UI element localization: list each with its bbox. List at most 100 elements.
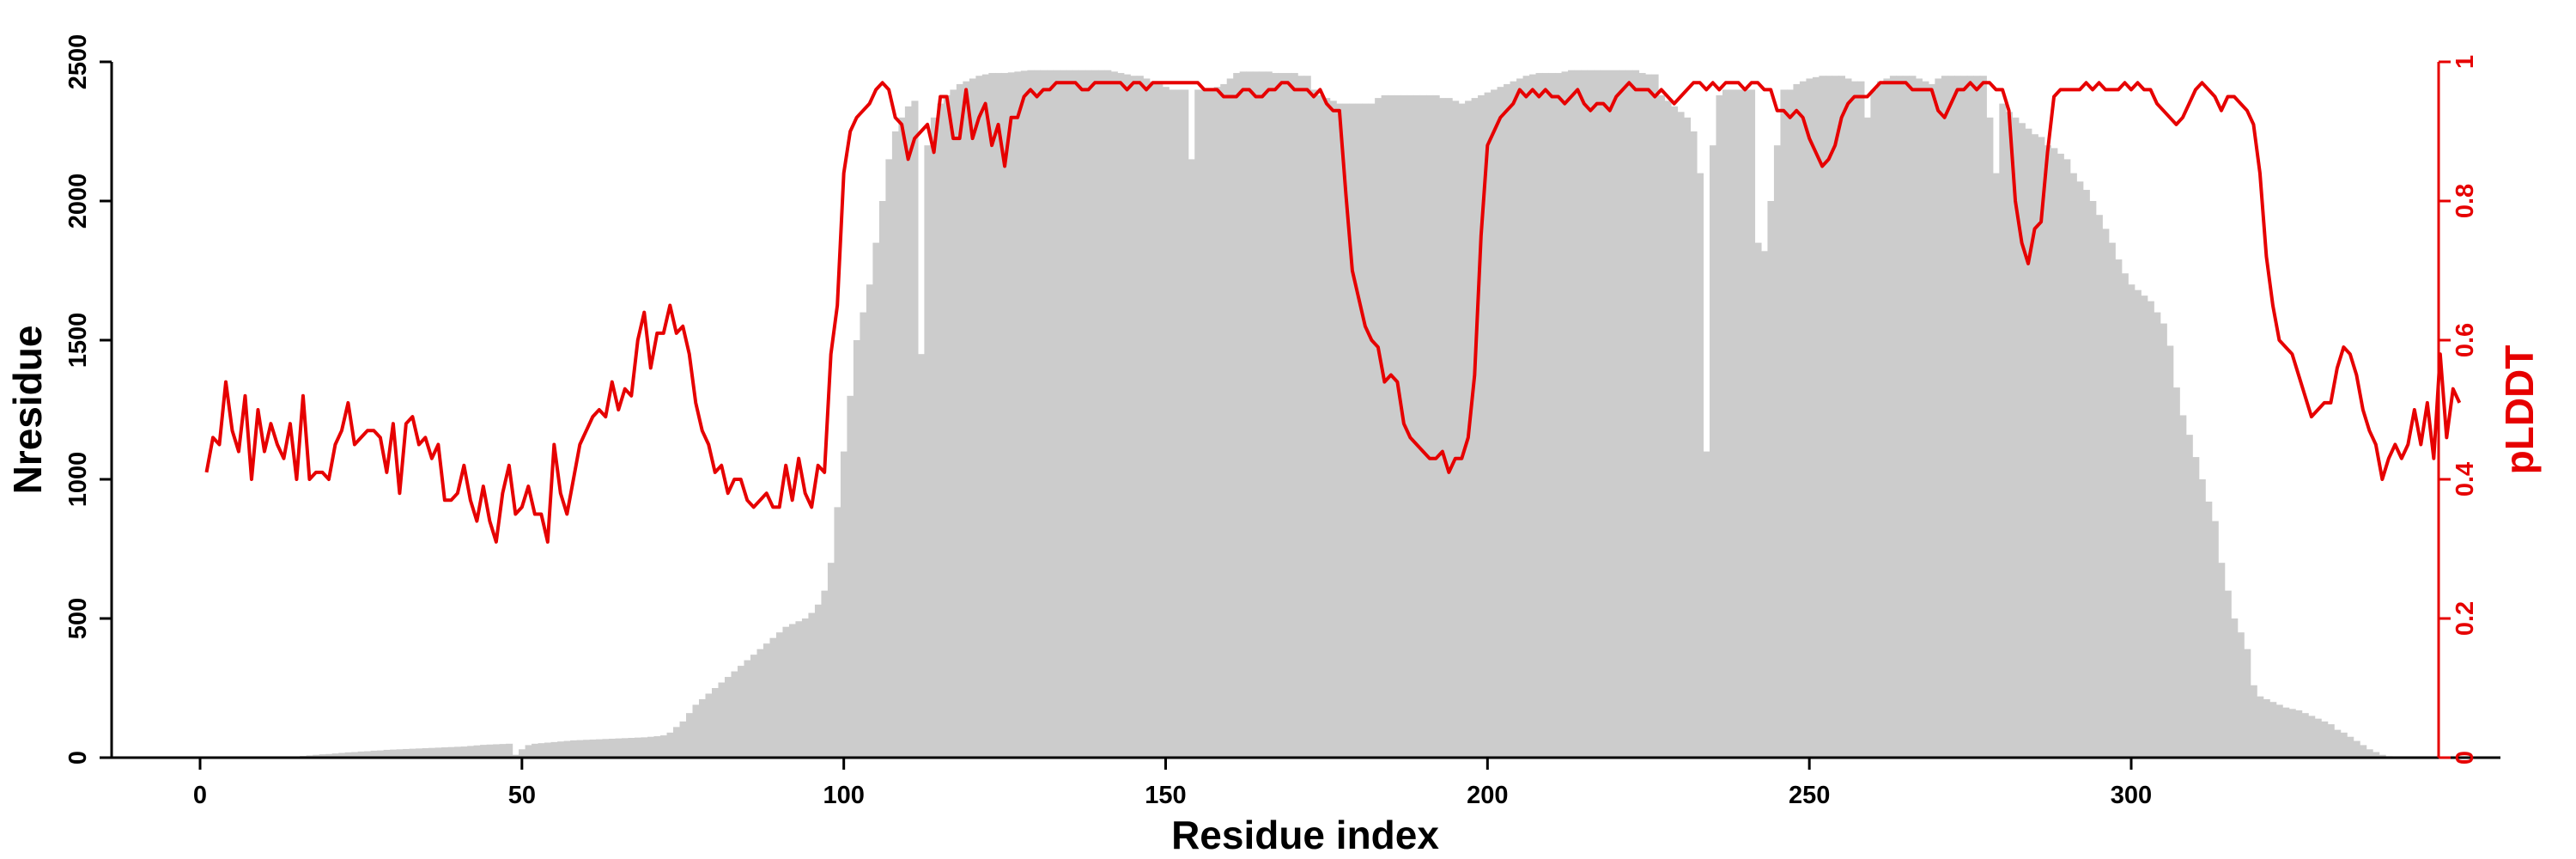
coverage-bar — [1947, 76, 1955, 758]
coverage-bar — [1613, 70, 1620, 758]
coverage-bar — [1574, 70, 1582, 758]
coverage-bar — [1979, 76, 1987, 758]
coverage-bar — [666, 732, 674, 758]
coverage-bar — [1478, 94, 1485, 758]
coverage-bar — [428, 747, 436, 758]
coverage-bar — [1619, 70, 1627, 758]
coverage-bar — [1091, 70, 1099, 758]
coverage-bar — [1870, 89, 1878, 758]
coverage-bar — [1213, 87, 1221, 758]
coverage-bar — [1568, 70, 1576, 758]
coverage-bar — [1194, 89, 1202, 758]
coverage-bar — [506, 743, 513, 758]
coverage-bar — [1316, 94, 1324, 758]
coverage-bar — [2005, 112, 2013, 758]
coverage-bar — [1542, 72, 1550, 758]
coverage-bar — [1555, 72, 1563, 758]
y-right-tick-label: 0.6 — [2451, 323, 2479, 357]
coverage-bar — [2231, 618, 2239, 758]
coverage-bar — [2379, 754, 2386, 758]
coverage-bar — [769, 637, 777, 758]
coverage-bar — [2263, 698, 2270, 758]
coverage-bar — [370, 750, 378, 758]
coverage-bar — [750, 655, 758, 758]
coverage-bar — [1310, 89, 1318, 758]
coverage-bar — [860, 312, 867, 758]
coverage-bar — [512, 754, 519, 758]
coverage-bar — [1246, 71, 1254, 758]
coverage-bar — [550, 741, 558, 758]
coverage-bar — [2301, 713, 2309, 758]
coverage-bar — [1915, 78, 1923, 758]
coverage-bar — [2185, 435, 2193, 758]
coverage-bar — [1786, 89, 1795, 758]
coverage-bar — [1504, 83, 1511, 758]
coverage-bar — [1020, 70, 1028, 758]
x-axis-ticks: 0 50 100 150 200 250 300 — [193, 758, 2152, 809]
coverage-bar — [544, 742, 552, 758]
coverage-bar — [2089, 201, 2097, 758]
coverage-bar — [1889, 76, 1897, 758]
coverage-bar — [1445, 98, 1453, 758]
coverage-bar — [1278, 72, 1285, 758]
coverage-bar — [1632, 70, 1640, 758]
coverage-bar — [878, 201, 886, 758]
coverage-bar — [872, 242, 880, 758]
coverage-bar — [1136, 76, 1144, 758]
coverage-bar — [795, 621, 803, 758]
coverage-bar — [1561, 71, 1569, 758]
coverage-bar — [775, 632, 784, 758]
coverage-bar — [1182, 89, 1189, 758]
coverage-bar — [2192, 457, 2200, 758]
coverage-bar — [840, 451, 848, 758]
x-tick-label: 50 — [508, 782, 536, 809]
coverage-bar — [1259, 71, 1267, 758]
coverage-bar — [364, 751, 372, 758]
coverage-bar — [891, 131, 899, 758]
y-left-tick-label: 500 — [64, 598, 92, 639]
coverage-bar — [782, 626, 790, 758]
coverage-bar — [1233, 72, 1241, 758]
coverage-bar — [1625, 70, 1633, 758]
coverage-bar — [2025, 128, 2032, 758]
coverage-bar — [1960, 76, 1968, 758]
coverage-bar — [762, 643, 771, 758]
coverage-bar — [1703, 451, 1710, 758]
coverage-bar — [2288, 709, 2296, 758]
coverage-bar — [943, 94, 951, 758]
coverage-bar — [2340, 732, 2348, 758]
coverage-bar — [2069, 173, 2077, 758]
coverage-bar — [2198, 479, 2206, 758]
coverage-bar — [1110, 71, 1118, 758]
coverage-bar — [660, 735, 668, 758]
coverage-bar — [1117, 72, 1125, 758]
coverage-bar — [1928, 83, 1935, 758]
coverage-bar — [975, 76, 983, 758]
coverage-bar — [1819, 76, 1826, 758]
coverage-bar — [1097, 70, 1105, 758]
coverage-bar — [583, 740, 591, 758]
coverage-bar — [1484, 92, 1492, 758]
coverage-bar — [1696, 173, 1704, 758]
coverage-bar — [1728, 89, 1736, 758]
coverage-bar — [1432, 94, 1440, 758]
coverage-bar — [525, 745, 532, 758]
coverage-bar — [808, 612, 816, 758]
coverage-bar — [866, 284, 873, 758]
coverage-bar — [1594, 70, 1601, 758]
coverage-bar — [1767, 201, 1775, 758]
y-left-axis-ticks: 0 500 1000 1500 2000 2500 — [64, 34, 112, 765]
coverage-bar — [1607, 70, 1614, 758]
y-right-tick-label: 0 — [2451, 751, 2479, 765]
coverage-bar — [434, 747, 442, 758]
coverage-bar — [1291, 72, 1298, 758]
coverage-bar — [325, 753, 333, 758]
coverage-bar — [724, 677, 732, 758]
coverage-bar — [686, 713, 694, 758]
coverage-bar — [1638, 72, 1646, 758]
coverage-bar — [904, 106, 912, 758]
coverage-bar — [1059, 70, 1066, 758]
coverage-bar — [499, 744, 507, 758]
coverage-bar — [1844, 78, 1852, 758]
